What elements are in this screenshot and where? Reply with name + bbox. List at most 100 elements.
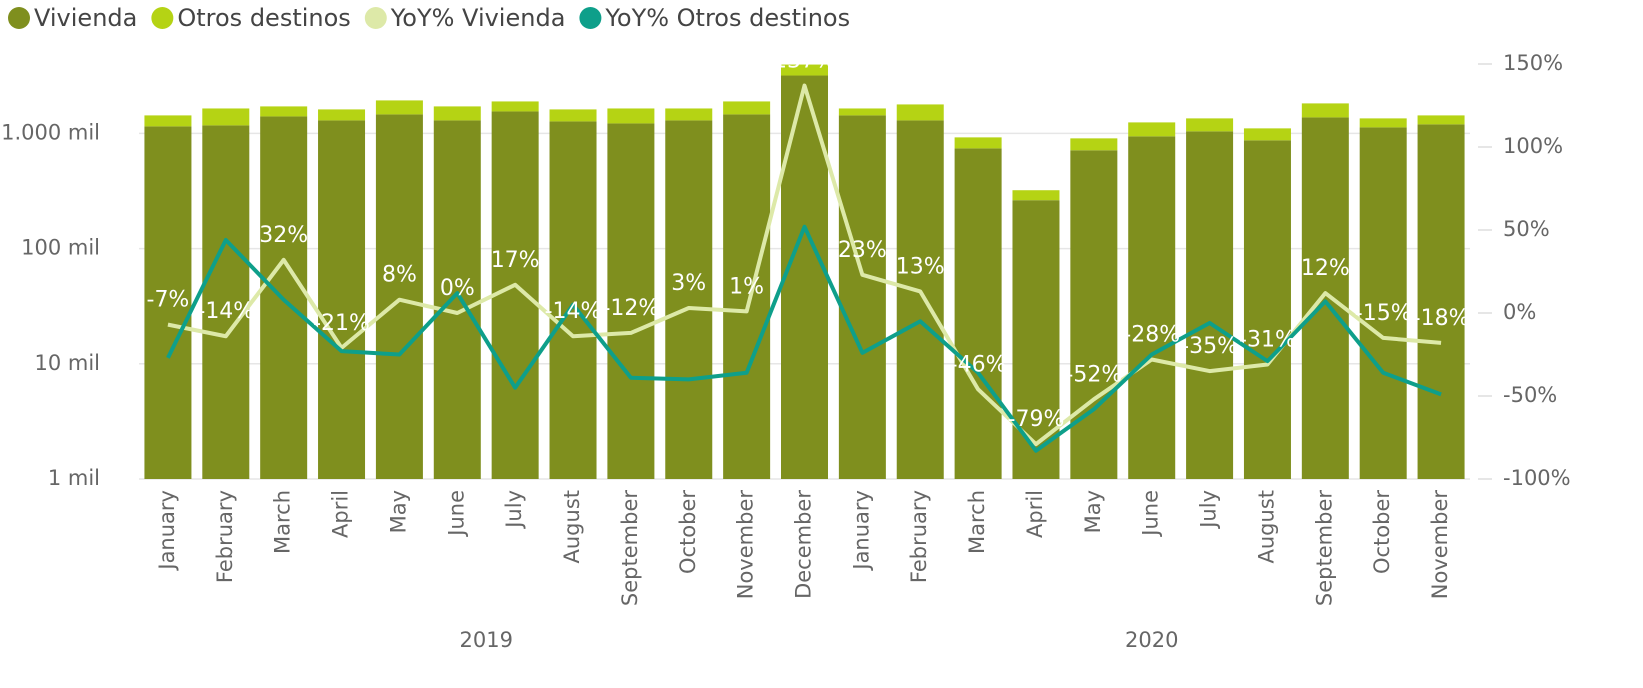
data-label: -79% — [1008, 407, 1065, 432]
bar — [549, 121, 597, 479]
data-label: 8% — [382, 263, 417, 288]
data-label: 23% — [838, 238, 887, 263]
data-label: -12% — [602, 296, 659, 321]
bar — [491, 101, 539, 112]
x-tick-label: April — [1023, 490, 1047, 538]
y-tick-label: 10 mil — [34, 351, 100, 375]
bar — [896, 104, 944, 121]
bar — [1243, 128, 1291, 141]
bar — [202, 108, 250, 126]
x-tick-label: September — [1312, 490, 1336, 606]
bar — [318, 120, 366, 479]
legend-swatch — [8, 7, 30, 29]
legend-label: YoY% Vivienda — [390, 4, 566, 32]
bar — [607, 123, 655, 480]
x-tick-label: June — [444, 490, 468, 538]
legend-swatch — [151, 7, 174, 29]
x-tick-label: May — [386, 490, 410, 533]
data-label: -35% — [1181, 334, 1238, 359]
data-label: 17% — [491, 248, 540, 273]
bar — [1359, 127, 1407, 479]
data-label: -7% — [147, 288, 190, 313]
bar — [838, 108, 886, 116]
y-tick-label: 100 mil — [21, 236, 100, 260]
bar — [1070, 150, 1118, 479]
data-label: -28% — [1123, 322, 1180, 347]
legend-swatch — [364, 7, 387, 29]
y-tick-label: 1 mil — [48, 466, 100, 490]
legend-label: Vivienda — [34, 4, 137, 32]
bar — [433, 106, 481, 121]
bar — [1243, 140, 1291, 479]
x-group-label: 2019 — [459, 628, 512, 652]
legend-label: Otros destinos — [177, 4, 350, 32]
x-tick-label: January — [849, 490, 873, 572]
bar — [723, 114, 771, 480]
bar — [1128, 136, 1176, 479]
x-group-label: 2020 — [1125, 628, 1178, 652]
x-tick-label: May — [1081, 490, 1105, 533]
y2-tick-label: 50% — [1503, 217, 1550, 241]
data-label: -14% — [197, 299, 254, 324]
data-label: -46% — [950, 352, 1007, 377]
data-label: 12% — [1301, 256, 1350, 281]
x-tick-label: January — [155, 490, 179, 572]
y2-tick-label: 150% — [1503, 51, 1563, 75]
x-tick-label: February — [213, 490, 237, 583]
line — [167, 83, 1442, 447]
bar — [1186, 131, 1234, 479]
x-tick-label: September — [618, 490, 642, 606]
data-label: -21% — [313, 311, 370, 336]
data-label: -15% — [1355, 301, 1412, 326]
data-label: 0% — [440, 276, 475, 301]
bar — [260, 106, 308, 117]
x-tick-label: October — [1370, 490, 1394, 574]
y2-tick-label: -50% — [1503, 383, 1557, 407]
bar — [549, 109, 597, 122]
y-tick-label: 1.000 mil — [1, 120, 100, 144]
bar — [665, 120, 713, 479]
x-tick-label: March — [965, 490, 989, 554]
bar — [665, 108, 713, 121]
bar — [1359, 118, 1407, 128]
data-label: 137% — [773, 49, 836, 74]
data-label: 13% — [896, 254, 945, 279]
x-tick-label: March — [271, 490, 295, 554]
bar — [202, 125, 250, 479]
data-label: -18% — [1413, 306, 1470, 331]
legend-swatch — [579, 7, 602, 29]
x-tick-label: July — [1197, 490, 1221, 530]
bar — [1301, 103, 1349, 118]
x-tick-label: July — [502, 490, 526, 530]
line — [166, 224, 1442, 453]
bar — [1301, 117, 1349, 480]
x-tick-label: February — [907, 490, 931, 583]
bar — [375, 114, 423, 480]
bar — [144, 115, 192, 127]
bar — [954, 137, 1002, 149]
bar — [781, 64, 828, 76]
x-tick-label: August — [1254, 490, 1278, 564]
data-label: -31% — [1239, 327, 1296, 352]
bar — [838, 115, 886, 480]
y2-tick-label: 100% — [1503, 134, 1563, 158]
x-tick-label: November — [734, 490, 758, 600]
data-label: -14% — [545, 299, 602, 324]
bar — [433, 120, 481, 479]
bar — [318, 109, 366, 121]
data-label: 32% — [259, 223, 308, 248]
bar — [1128, 122, 1176, 137]
data-label: 1% — [729, 274, 764, 299]
data-label: -52% — [1065, 362, 1122, 387]
bar — [1417, 115, 1465, 125]
data-label: 3% — [671, 271, 706, 296]
x-tick-label: December — [792, 490, 816, 599]
bar — [491, 111, 539, 480]
bar — [954, 148, 1002, 480]
bar — [1012, 190, 1060, 201]
bar — [896, 120, 944, 479]
bar — [723, 101, 771, 115]
x-tick-label: June — [1139, 490, 1163, 538]
legend-label: YoY% Otros destinos — [604, 4, 850, 32]
